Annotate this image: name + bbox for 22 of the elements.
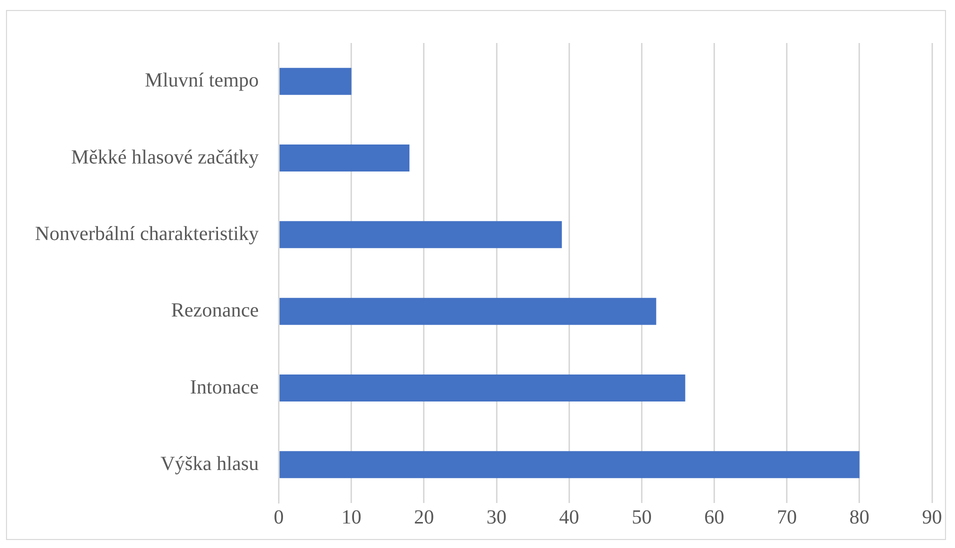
y-tick-label: Měkké hlasové začátky [71, 146, 259, 168]
y-tick-label: Intonace [190, 376, 259, 398]
x-tick-label: 50 [632, 506, 652, 528]
x-tick-label: 10 [341, 506, 362, 528]
y-tick-label: Nonverbální charakteristiky [34, 222, 259, 245]
x-tick-label: 60 [704, 506, 724, 528]
bar [280, 221, 562, 248]
y-tick-label: Výška hlasu [160, 452, 259, 475]
bar [280, 298, 656, 325]
bar [280, 451, 860, 478]
x-tick-label: 20 [414, 506, 434, 528]
y-tick-label: Mluvní tempo [144, 70, 259, 92]
x-tick-label: 90 [922, 506, 942, 528]
bar [280, 144, 410, 172]
x-tick-label: 30 [486, 506, 507, 528]
y-tick-label: Rezonance [171, 300, 259, 322]
x-tick-label: 70 [776, 506, 797, 528]
x-tick-label: 40 [559, 506, 580, 528]
bar [280, 68, 352, 95]
x-tick-label: 80 [849, 506, 870, 528]
bar [280, 374, 686, 402]
x-tick-label: 0 [274, 506, 284, 528]
